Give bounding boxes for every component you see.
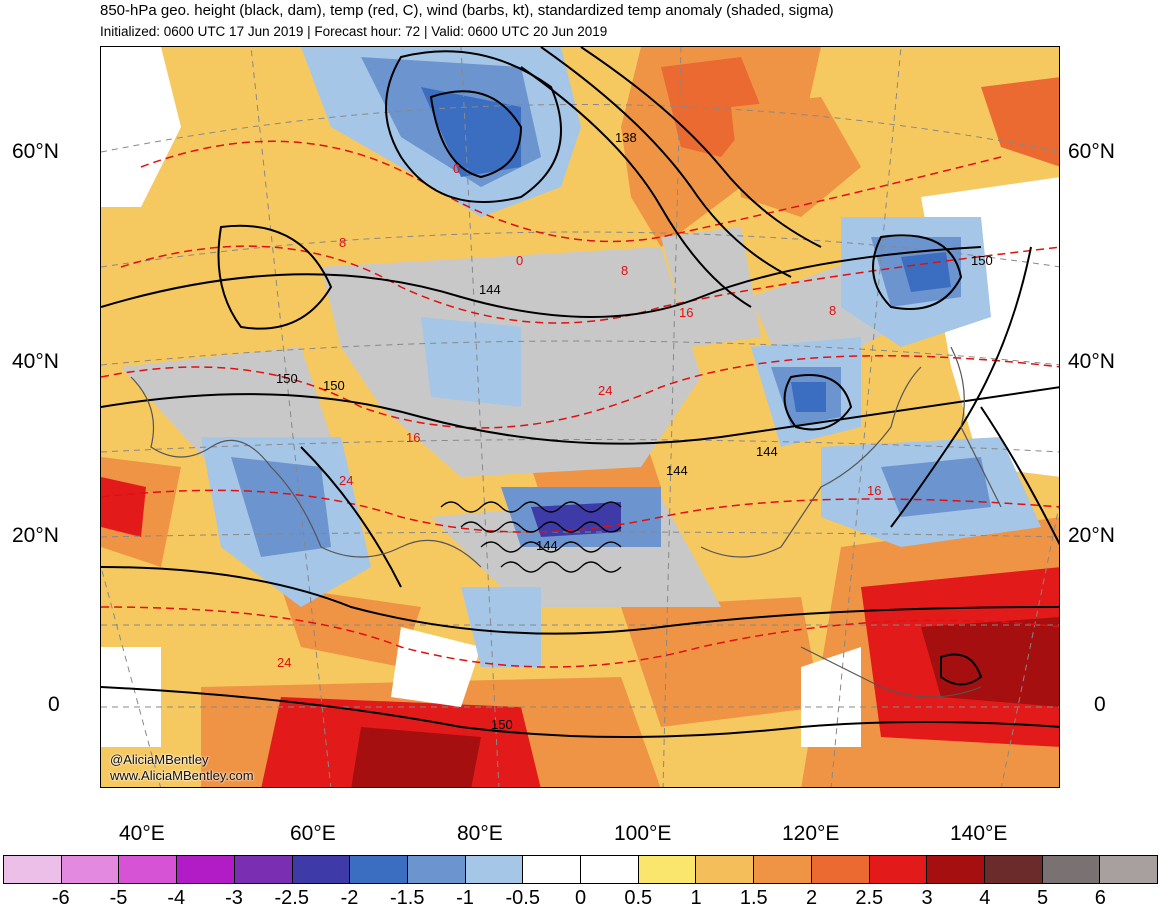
legend-swatch	[234, 856, 293, 883]
lon-label: 40°E	[119, 822, 165, 845]
legend-swatch	[869, 856, 928, 883]
lat-label-left: 0	[48, 693, 60, 716]
legend-tick-label: -3	[225, 887, 243, 909]
legend-tick-label: -5	[109, 887, 128, 909]
legend-swatch	[581, 856, 639, 883]
legend-swatch	[1042, 856, 1101, 883]
legend-swatch	[350, 856, 408, 883]
legend-tick-label: 1	[690, 887, 702, 909]
legend-tick-label: -2.5	[274, 887, 309, 909]
map-subtitle: Initialized: 0600 UTC 17 Jun 2019 | Fore…	[100, 24, 608, 39]
temp-contour-label: 16	[867, 483, 881, 498]
lon-label: 120°E	[782, 822, 840, 845]
height-contour-label: 144	[536, 538, 558, 553]
legend-tick-label: 3	[921, 887, 933, 909]
lat-label-right: 60°N	[1068, 140, 1115, 163]
legend-tick-label: 2	[805, 887, 818, 909]
legend-tick-label: 4	[979, 887, 991, 909]
temperature-contours	[101, 140, 1059, 668]
legend-tick-label: -6	[51, 887, 70, 909]
legend-tick-label: -2	[340, 887, 359, 909]
lat-label-right: 0	[1094, 693, 1106, 716]
temp-contour-label: 24	[339, 473, 353, 488]
legend-swatch	[696, 856, 755, 883]
contour-labels: 138 144 150 150 150 144 144 144 150 0 8 …	[276, 130, 993, 732]
temp-contour-label: 8	[339, 235, 346, 250]
legend-swatch	[292, 856, 351, 883]
lon-label: 100°E	[614, 822, 672, 845]
legend-tick-label: 6	[1094, 887, 1106, 909]
legend-swatch	[4, 856, 62, 883]
map-canvas: 138 144 150 150 150 144 144 144 150 0 8 …	[101, 47, 1059, 787]
legend-swatch	[984, 856, 1043, 883]
temp-contour-label: 8	[621, 263, 628, 278]
legend-tick-label: -4	[167, 887, 186, 909]
terrain-contours	[440, 501, 622, 573]
temp-contour-label: 8	[829, 303, 836, 318]
temp-contour-label: 24	[598, 383, 612, 398]
negative-anomaly-shading	[201, 47, 1041, 667]
height-contour-label: 150	[323, 378, 345, 393]
height-contour-label: 150	[276, 371, 298, 386]
map-title: 850-hPa geo. height (black, dam), temp (…	[100, 2, 834, 19]
legend-swatch	[523, 856, 582, 883]
legend-swatch	[407, 856, 466, 883]
lat-label-left: 40°N	[12, 350, 59, 373]
height-contour-label: 144	[479, 282, 501, 297]
legend-swatch	[119, 856, 178, 883]
legend-swatch	[61, 856, 120, 883]
lat-label-left: 60°N	[12, 140, 59, 163]
coastlines	[130, 346, 1002, 698]
lon-label: 80°E	[457, 822, 503, 845]
map-panel: 138 144 150 150 150 144 144 144 150 0 8 …	[100, 46, 1060, 788]
legend-tick-label: 1.5	[739, 887, 768, 909]
legend-tick-label: -0.5	[505, 887, 540, 909]
legend-swatch	[811, 856, 870, 883]
lat-label-right: 20°N	[1068, 524, 1115, 547]
height-contour-label: 144	[666, 463, 688, 478]
credit-website: www.AliciaMBentley.com	[110, 768, 254, 783]
legend-swatch	[177, 856, 235, 883]
height-contour-label: 144	[756, 444, 778, 459]
legend-tick-label: 0	[574, 887, 587, 909]
legend-tick-label: 5	[1036, 887, 1049, 909]
legend-swatch	[638, 856, 697, 883]
legend-tick-label: -1.5	[390, 887, 425, 909]
credit-handle: @AliciaMBentley	[110, 752, 209, 767]
temp-contour-label: 0	[516, 253, 523, 268]
legend-swatch	[754, 856, 812, 883]
legend-swatch	[465, 856, 524, 883]
lat-label-right: 40°N	[1068, 350, 1115, 373]
positive-anomaly-shading	[101, 47, 1059, 787]
lon-label: 140°E	[950, 822, 1008, 845]
legend-tick-label: -1	[456, 887, 474, 909]
temp-contour-label: 0	[453, 161, 460, 176]
legend-tick-label: 2.5	[855, 887, 884, 909]
temp-contour-label: 16	[406, 430, 420, 445]
temp-contour-label: 16	[679, 305, 693, 320]
height-contour-label: 138	[615, 130, 637, 145]
legend-swatch	[927, 856, 985, 883]
height-contour-label: 150	[491, 717, 513, 732]
legend-swatch	[1100, 856, 1158, 883]
temp-contour-label: 24	[277, 655, 291, 670]
height-contour-label: 150	[971, 253, 993, 268]
lat-label-left: 20°N	[12, 524, 59, 547]
color-legend	[3, 855, 1158, 884]
legend-tick-label: 0.5	[624, 887, 653, 909]
lon-label: 60°E	[290, 822, 336, 845]
